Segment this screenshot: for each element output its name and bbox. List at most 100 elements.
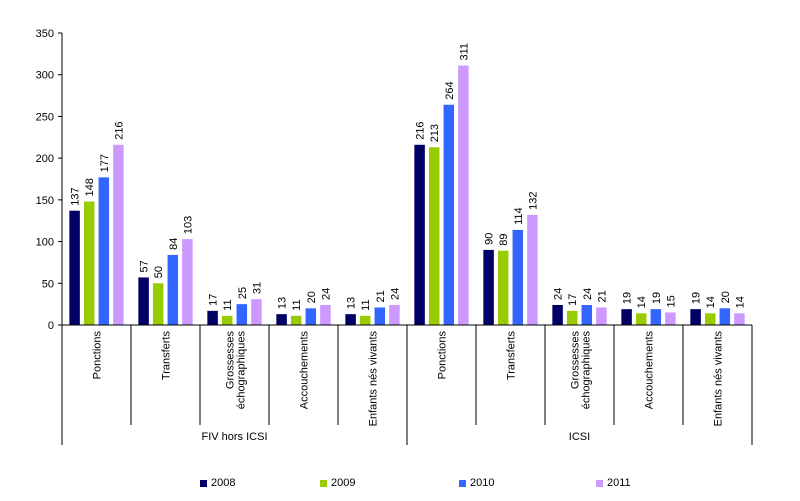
y-tick-label: 100 [36,237,54,249]
data-label: 137 [70,187,82,205]
bar-2008 [345,314,356,325]
data-label: 148 [84,178,96,196]
data-label: 132 [527,192,539,210]
bar-2010 [236,304,248,325]
legend-label: 2010 [470,477,495,489]
y-tick-label: 350 [36,28,54,40]
x-category-label: Accouchements [644,331,656,410]
bar-2011 [458,65,469,325]
bar-2010 [512,229,524,325]
data-label: 19 [651,292,663,304]
x-group-label: ICSI [569,431,590,443]
data-label: 90 [484,233,496,245]
bar-2011 [734,313,745,325]
data-label: 89 [498,233,510,245]
data-label: 24 [389,288,401,300]
data-label: 19 [691,292,703,304]
legend-item: 2011 [596,477,631,489]
bar-2008 [621,309,632,325]
data-label: 13 [277,297,289,309]
data-label: 11 [222,299,234,310]
data-label: 17 [208,294,220,306]
legend-label: 2008 [211,477,236,489]
legend-item: 2008 [200,477,235,489]
legend-item: 2009 [320,477,355,489]
x-category-label: Enfants nés vivants [368,331,380,427]
bar-2009 [152,283,164,325]
data-label: 11 [360,299,372,310]
data-label: 50 [153,266,165,278]
data-labels: 137 57 17 13 13 216 90 24 19 19 148 50 11 11 11 213 89 17… [70,43,747,311]
legend-item: 2010 [459,477,494,489]
x-category-label: Grossesseséchographiques [570,331,593,410]
legend-label: 2009 [331,477,356,489]
y-tick-label: 150 [36,195,54,207]
bar-2011 [251,299,262,325]
data-label: 177 [99,154,111,172]
x-category-label: Transferts [161,331,173,381]
bar-2010 [581,304,593,325]
bar-2009 [497,250,509,325]
bar-2010 [167,254,179,325]
legend-swatch [320,479,327,487]
bar-2009 [704,313,716,325]
data-label: 24 [320,288,332,300]
bar-2009 [290,315,302,325]
data-label: 15 [665,295,677,307]
data-label: 21 [375,290,387,302]
bar-2008 [483,249,494,325]
y-axis: 0 50 100 150 200 250 300 350 [36,28,63,332]
bar-2009 [359,315,371,325]
x-category-label: Ponctions [92,331,104,380]
x-category-label: Transferts [506,331,518,381]
bar-2010 [719,308,731,325]
data-label: 31 [251,282,263,294]
y-tick-label: 250 [36,111,54,123]
data-label: 20 [720,291,732,303]
bar-2008 [552,304,563,325]
bar-2008 [207,310,218,325]
data-label: 114 [513,207,525,225]
data-label: 213 [429,124,441,142]
bar-2009 [221,315,233,325]
data-label: 21 [596,290,608,302]
data-label: 19 [622,292,634,304]
y-tick-label: 200 [36,153,54,165]
legend-swatch [459,479,466,487]
bar-2011 [596,307,607,325]
bar-2009 [83,201,95,325]
bar-2008 [414,144,425,325]
bar-2010 [98,177,110,325]
data-label: 14 [636,296,648,308]
data-label: 216 [113,121,125,139]
bar-2011 [527,214,538,325]
x-category-label: Ponctions [437,331,449,380]
data-label: 103 [182,216,194,234]
bar-2011 [182,239,193,325]
bar-2008 [69,210,80,325]
data-label: 17 [567,294,579,306]
bar-2011 [320,304,331,325]
data-label: 24 [582,288,594,300]
bar-2010 [305,308,317,325]
legend-swatch [200,479,207,487]
bar-2010 [374,307,386,325]
x-category-label: Accouchements [299,331,311,410]
data-label: 14 [734,296,746,308]
data-label: 24 [553,288,565,300]
x-category-label: Grossesseséchographiques [225,331,248,410]
y-tick-label: 0 [48,320,54,332]
data-label: 264 [444,81,456,99]
bar-2009 [428,147,440,325]
data-label: 216 [415,121,427,139]
data-label: 20 [306,291,318,303]
data-label: 11 [291,299,303,310]
y-tick-label: 50 [42,278,54,290]
bar-2008 [690,309,701,325]
data-label: 25 [237,287,249,299]
y-tick-label: 300 [36,70,54,82]
data-label: 13 [346,297,358,309]
x-category-label: Enfants nés vivants [713,331,725,427]
data-label: 57 [139,260,151,272]
